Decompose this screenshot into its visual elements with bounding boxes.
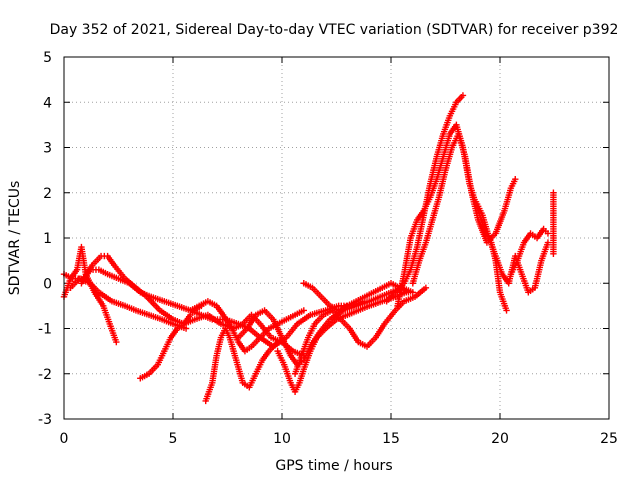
x-axis-label: GPS time / hours — [275, 458, 392, 474]
y-tick-label: -2 — [38, 367, 52, 383]
data-point — [544, 239, 552, 246]
y-tick-label: 3 — [43, 141, 52, 157]
x-tick-label: 15 — [382, 431, 400, 447]
chart-title: Day 352 of 2021, Sidereal Day-to-day VTE… — [50, 22, 619, 38]
y-tick-label: -1 — [38, 322, 52, 338]
x-tick-label: 20 — [491, 431, 509, 447]
y-tick-label: 5 — [43, 50, 52, 66]
y-tick-label: 1 — [43, 231, 52, 247]
data-point — [405, 289, 412, 296]
data-point — [503, 307, 510, 314]
data-point — [113, 338, 120, 346]
data-point — [459, 92, 467, 99]
data-points — [60, 92, 557, 405]
y-tick-label: -3 — [38, 412, 52, 428]
x-tick-label: 10 — [273, 431, 291, 447]
x-tick-label: 5 — [169, 431, 178, 447]
data-point — [550, 250, 557, 258]
data-point — [300, 307, 307, 314]
y-axis-ticks: -3 -2 -1 0 1 2 3 4 5 — [38, 50, 609, 428]
x-axis-ticks: 0 5 10 15 20 25 — [60, 57, 618, 447]
y-axis-label: SDTVAR / TECUs — [7, 181, 23, 296]
data-point — [274, 338, 281, 346]
y-tick-label: 0 — [43, 276, 52, 292]
data-point — [422, 284, 430, 291]
x-tick-label: 25 — [600, 431, 618, 447]
grid-lines — [64, 57, 609, 419]
y-tick-label: 2 — [43, 186, 52, 202]
x-tick-label: 0 — [60, 431, 69, 447]
data-point — [182, 325, 190, 332]
plot-frame — [63, 56, 610, 420]
y-tick-label: 4 — [43, 95, 52, 111]
data-point — [512, 175, 519, 183]
data-point — [544, 230, 552, 237]
